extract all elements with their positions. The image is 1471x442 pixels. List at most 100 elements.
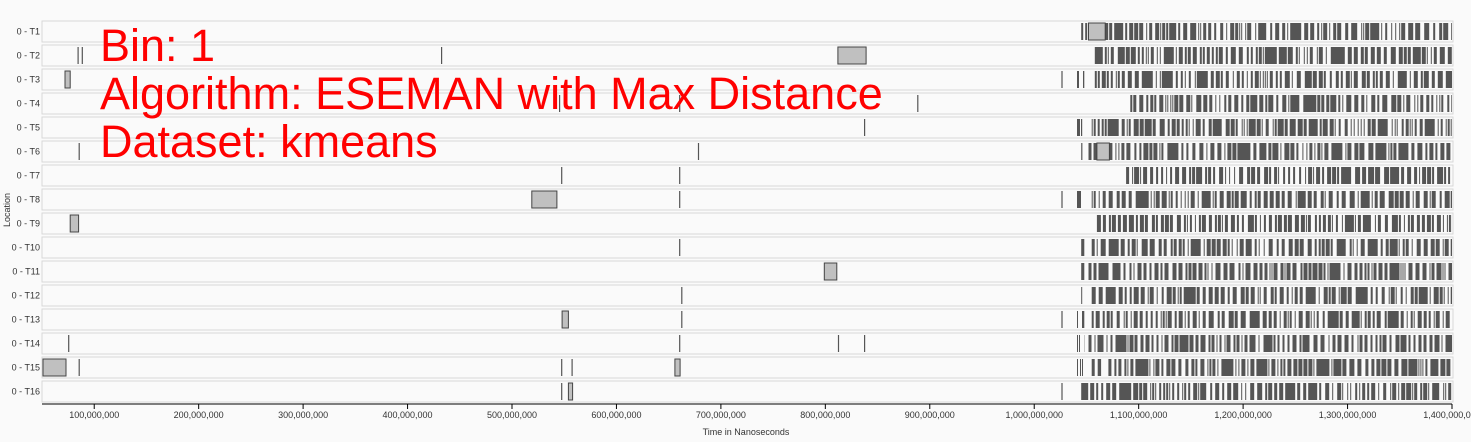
activity-segment	[1258, 239, 1260, 256]
activity-segment	[1129, 263, 1132, 280]
activity-segment	[1106, 311, 1110, 328]
event-line	[561, 167, 563, 184]
activity-segment	[1133, 311, 1138, 328]
activity-segment	[1212, 191, 1214, 208]
activity-segment	[1126, 167, 1130, 184]
activity-segment	[1133, 95, 1137, 112]
activity-segment	[1133, 119, 1139, 136]
activity-segment	[1351, 23, 1358, 40]
activity-segment	[1435, 143, 1438, 160]
activity-segment	[1218, 47, 1223, 64]
activity-segment	[1160, 215, 1164, 232]
activity-segment	[1394, 119, 1396, 136]
activity-segment	[1294, 215, 1299, 232]
activity-segment	[1429, 335, 1433, 352]
event-line	[681, 311, 683, 328]
row-label: 0 - T6	[17, 147, 40, 157]
row-label: 0 - T12	[12, 291, 40, 301]
activity-segment	[1091, 119, 1093, 136]
activity-segment	[1421, 215, 1425, 232]
activity-segment	[1263, 239, 1265, 256]
activity-segment	[1263, 191, 1268, 208]
activity-segment	[1432, 167, 1435, 184]
activity-segment	[1329, 263, 1341, 280]
activity-segment	[1178, 47, 1183, 64]
activity-segment	[1271, 263, 1273, 280]
activity-segment	[1387, 311, 1399, 328]
activity-segment	[1210, 71, 1214, 88]
activity-segment	[1304, 71, 1312, 88]
activity-segment	[1256, 119, 1261, 136]
activity-segment	[1201, 191, 1211, 208]
activity-segment	[1108, 239, 1119, 256]
activity-segment	[1236, 215, 1239, 232]
activity-segment	[1281, 239, 1285, 256]
activity-segment	[1208, 215, 1212, 232]
activity-segment	[1220, 287, 1225, 304]
activity-segment	[1262, 47, 1264, 64]
activity-segment	[1202, 47, 1205, 64]
activity-segment	[1340, 287, 1347, 304]
activity-segment	[1208, 23, 1212, 40]
activity-segment	[1164, 215, 1169, 232]
activity-segment	[1318, 71, 1323, 88]
activity-segment	[1210, 143, 1215, 160]
activity-segment	[1294, 287, 1298, 304]
activity-segment	[1441, 335, 1443, 352]
activity-segment	[1274, 383, 1278, 400]
activity-segment	[1411, 239, 1413, 256]
activity-segment	[1125, 311, 1128, 328]
row-label: 0 - T4	[17, 99, 40, 109]
activity-segment	[1156, 335, 1159, 352]
activity-segment	[1097, 71, 1100, 88]
activity-segment	[1287, 23, 1289, 40]
activity-segment	[1177, 383, 1180, 400]
activity-segment	[1097, 359, 1102, 376]
activity-segment	[1401, 383, 1406, 400]
activity-segment	[1268, 239, 1273, 256]
activity-segment	[1081, 383, 1089, 400]
activity-segment	[1371, 359, 1375, 376]
activity-segment	[1316, 167, 1321, 184]
activity-segment	[1171, 335, 1174, 352]
activity-segment	[1161, 71, 1173, 88]
activity-segment	[1316, 359, 1330, 376]
activity-segment	[1389, 335, 1392, 352]
activity-segment	[1206, 143, 1208, 160]
activity-segment	[1139, 95, 1144, 112]
activity-segment	[1383, 383, 1387, 400]
activity-segment	[1417, 311, 1422, 328]
activity-segment	[1289, 119, 1296, 136]
event-line	[81, 47, 83, 64]
activity-segment	[1226, 191, 1231, 208]
activity-segment	[1429, 191, 1431, 208]
activity-segment	[1243, 119, 1245, 136]
activity-segment	[1180, 71, 1183, 88]
activity-segment	[1134, 71, 1139, 88]
activity-segment	[1175, 71, 1178, 88]
activity-segment	[1178, 359, 1182, 376]
activity-segment	[1334, 119, 1336, 136]
activity-segment	[1188, 263, 1192, 280]
activity-segment	[1436, 263, 1442, 280]
activity-segment	[1420, 359, 1422, 376]
activity-segment	[1133, 263, 1135, 280]
activity-segment	[1302, 335, 1310, 352]
activity-segment	[1450, 239, 1452, 256]
activity-segment	[1226, 335, 1231, 352]
activity-segment	[1433, 287, 1439, 304]
activity-segment	[1313, 311, 1315, 328]
row-label: 0 - T14	[12, 339, 40, 349]
activity-segment	[1347, 263, 1352, 280]
activity-segment	[1276, 95, 1279, 112]
activity-segment	[1290, 95, 1300, 112]
event-line	[1081, 143, 1083, 160]
event-box	[674, 358, 681, 377]
activity-segment	[1121, 191, 1126, 208]
activity-segment	[1308, 263, 1312, 280]
activity-segment	[1418, 335, 1422, 352]
activity-segment	[1202, 287, 1206, 304]
activity-segment	[1388, 191, 1394, 208]
activity-segment	[1297, 383, 1301, 400]
activity-segment	[1357, 335, 1359, 352]
